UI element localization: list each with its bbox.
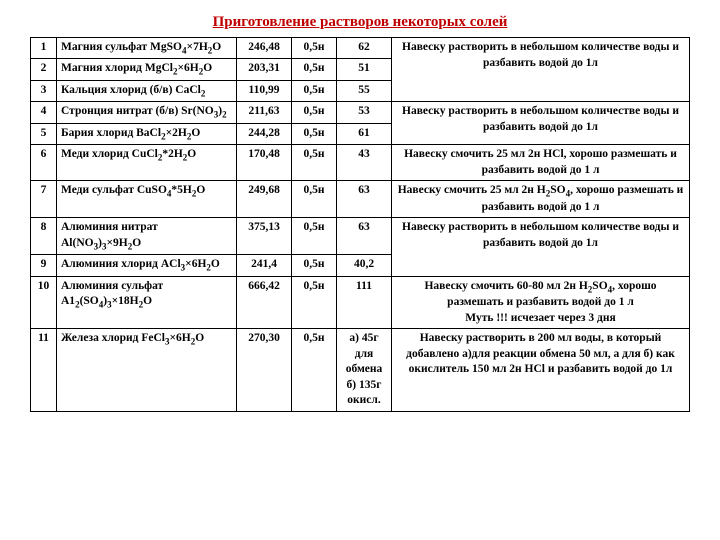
- molar-mass: 203,31: [237, 59, 292, 80]
- molar-mass: 666,42: [237, 276, 292, 328]
- salt-name: Магния сульфат MgSO4×7H2O: [57, 38, 237, 59]
- sample-mass: 62: [337, 38, 392, 59]
- method: Навеску смочить 25 мл 2н H2SO4, хорошо р…: [392, 181, 690, 218]
- table-row: 7Меди сульфат CuSO4*5H2O249,680,5н63Наве…: [31, 181, 690, 218]
- salt-name: Алюминия сульфат A12(SO4)3×18H2O: [57, 276, 237, 328]
- sample-mass: 61: [337, 123, 392, 144]
- salt-name: Стронция нитрат (б/в) Sr(NO3)2: [57, 102, 237, 123]
- molar-mass: 246,48: [237, 38, 292, 59]
- row-number: 8: [31, 218, 57, 255]
- table-row: 6Меди хлорид CuCl2*2H2O170,480,5н43Навес…: [31, 145, 690, 181]
- sample-mass: 111: [337, 276, 392, 328]
- molar-mass: 244,28: [237, 123, 292, 144]
- molar-mass: 170,48: [237, 145, 292, 181]
- concentration: 0,5н: [292, 80, 337, 101]
- concentration: 0,5н: [292, 181, 337, 218]
- sample-mass: 55: [337, 80, 392, 101]
- molar-mass: 211,63: [237, 102, 292, 123]
- row-number: 3: [31, 80, 57, 101]
- sample-mass: 63: [337, 181, 392, 218]
- concentration: 0,5н: [292, 276, 337, 328]
- row-number: 7: [31, 181, 57, 218]
- molar-mass: 375,13: [237, 218, 292, 255]
- molar-mass: 270,30: [237, 329, 292, 412]
- row-number: 6: [31, 145, 57, 181]
- concentration: 0,5н: [292, 329, 337, 412]
- sample-mass: 43: [337, 145, 392, 181]
- sample-mass: 63: [337, 218, 392, 255]
- row-number: 1: [31, 38, 57, 59]
- sample-mass: 51: [337, 59, 392, 80]
- method: Навеску растворить в 200 мл воды, в кото…: [392, 329, 690, 412]
- molar-mass: 241,4: [237, 255, 292, 276]
- salt-name: Бария хлорид BaCl2×2H2O: [57, 123, 237, 144]
- salt-name: Железа хлорид FeCl3×6H2O: [57, 329, 237, 412]
- salt-name: Меди хлорид CuCl2*2H2O: [57, 145, 237, 181]
- concentration: 0,5н: [292, 218, 337, 255]
- method: Навеску растворить в небольшом количеств…: [392, 38, 690, 102]
- sample-mass: а) 45г для обмена б) 135г окисл.: [337, 329, 392, 412]
- salt-name: Кальция хлорид (б/в) CaCl2: [57, 80, 237, 101]
- table-row: 8Алюминия нитрат Al(NO3)3×9H2O375,130,5н…: [31, 218, 690, 255]
- salt-name: Алюминия нитрат Al(NO3)3×9H2O: [57, 218, 237, 255]
- concentration: 0,5н: [292, 38, 337, 59]
- method: Навеску смочить 60-80 мл 2н H2SO4, хорош…: [392, 276, 690, 328]
- row-number: 2: [31, 59, 57, 80]
- row-number: 11: [31, 329, 57, 412]
- salt-name: Алюминия хлорид AСl3×6H2O: [57, 255, 237, 276]
- method: Навеску смочить 25 мл 2н HCl, хорошо раз…: [392, 145, 690, 181]
- row-number: 9: [31, 255, 57, 276]
- molar-mass: 249,68: [237, 181, 292, 218]
- row-number: 4: [31, 102, 57, 123]
- page-title: Приготовление растворов некоторых солей: [30, 14, 690, 31]
- salt-name: Магния хлорид MgCl2×6H2O: [57, 59, 237, 80]
- concentration: 0,5н: [292, 145, 337, 181]
- concentration: 0,5н: [292, 59, 337, 80]
- method: Навеску растворить в небольшом количеств…: [392, 218, 690, 276]
- molar-mass: 110,99: [237, 80, 292, 101]
- row-number: 10: [31, 276, 57, 328]
- concentration: 0,5н: [292, 255, 337, 276]
- concentration: 0,5н: [292, 123, 337, 144]
- table-row: 4Стронция нитрат (б/в) Sr(NO3)2211,630,5…: [31, 102, 690, 123]
- salts-table: 1Магния сульфат MgSO4×7H2O246,480,5н62На…: [30, 37, 690, 412]
- row-number: 5: [31, 123, 57, 144]
- sample-mass: 40,2: [337, 255, 392, 276]
- table-row: 1Магния сульфат MgSO4×7H2O246,480,5н62На…: [31, 38, 690, 59]
- sample-mass: 53: [337, 102, 392, 123]
- table-row: 11Железа хлорид FeCl3×6H2O270,300,5на) 4…: [31, 329, 690, 412]
- table-row: 10Алюминия сульфат A12(SO4)3×18H2O666,42…: [31, 276, 690, 328]
- salt-name: Меди сульфат CuSO4*5H2O: [57, 181, 237, 218]
- concentration: 0,5н: [292, 102, 337, 123]
- method: Навеску растворить в небольшом количеств…: [392, 102, 690, 145]
